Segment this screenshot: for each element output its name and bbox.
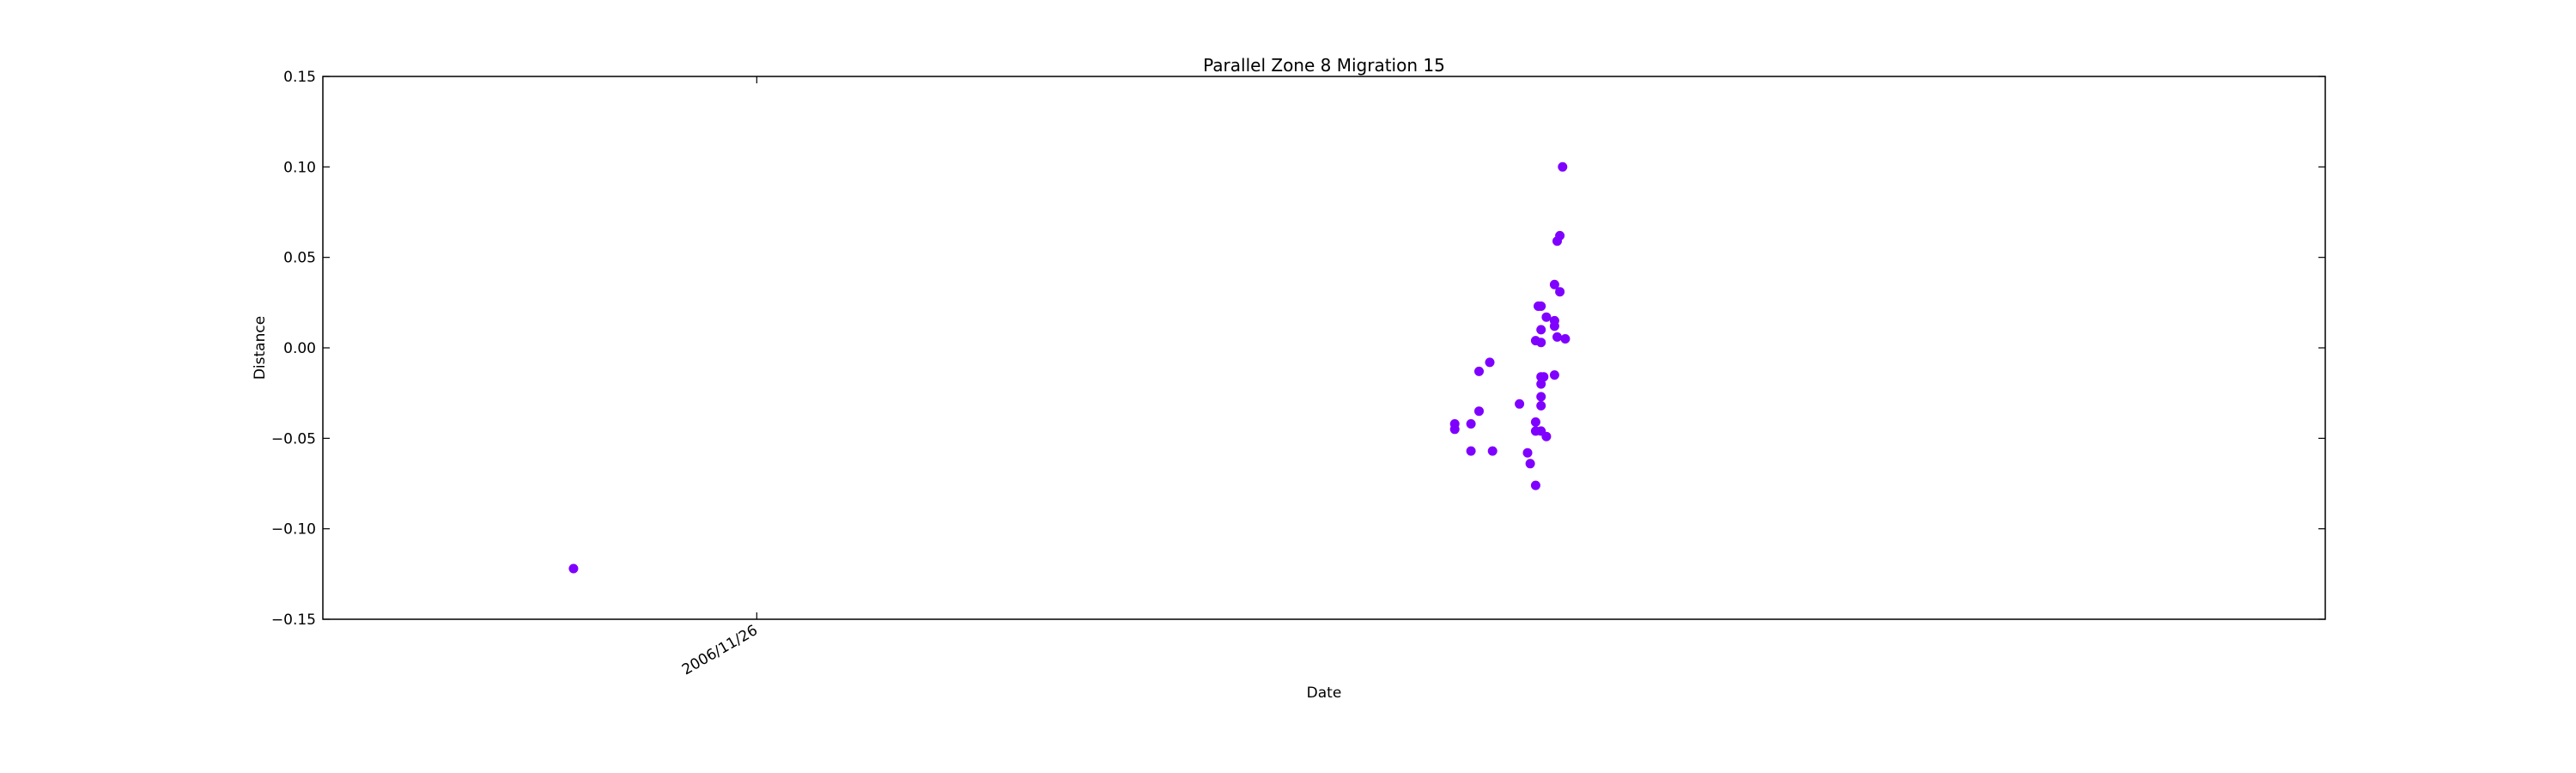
data-point <box>1474 406 1484 417</box>
data-point <box>1536 392 1546 402</box>
data-point <box>1549 279 1559 289</box>
chart-title: Parallel Zone 8 Migration 15 <box>1203 55 1445 76</box>
data-point <box>568 563 579 574</box>
data-point <box>1555 287 1565 297</box>
data-point <box>1466 419 1476 429</box>
y-tick-label: 0.15 <box>283 69 316 86</box>
data-point <box>1525 459 1535 469</box>
data-point <box>1558 161 1568 172</box>
data-point <box>1536 338 1546 348</box>
y-axis-label: Distance <box>252 316 269 380</box>
y-tick-label: 0.00 <box>283 340 316 357</box>
data-point <box>1541 312 1552 322</box>
data-point <box>1560 334 1571 344</box>
data-point <box>1530 417 1540 427</box>
y-tick-label: −0.10 <box>271 521 316 539</box>
data-point <box>1549 321 1559 332</box>
y-tick-label: −0.05 <box>271 430 316 447</box>
data-point <box>1474 366 1484 376</box>
data-points <box>568 161 1571 574</box>
data-point <box>1541 431 1552 441</box>
y-tick-label: 0.10 <box>283 159 316 176</box>
data-point <box>1515 399 1525 409</box>
x-axis-label: Date <box>1307 685 1342 702</box>
data-point <box>1539 372 1549 382</box>
y-tick-label: 0.05 <box>283 250 316 267</box>
data-point <box>1549 370 1559 380</box>
y-tick-label: −0.15 <box>271 612 316 629</box>
plot-frame <box>322 76 2326 620</box>
data-point <box>1466 446 1476 456</box>
data-point <box>1485 357 1495 368</box>
data-point <box>1522 447 1533 458</box>
data-point <box>1449 424 1460 435</box>
data-point <box>1555 230 1565 240</box>
data-point <box>1552 332 1562 342</box>
data-point <box>1536 301 1546 311</box>
data-point <box>1530 480 1540 490</box>
data-point <box>1536 325 1546 335</box>
data-point <box>1536 400 1546 411</box>
data-point <box>1487 446 1498 456</box>
